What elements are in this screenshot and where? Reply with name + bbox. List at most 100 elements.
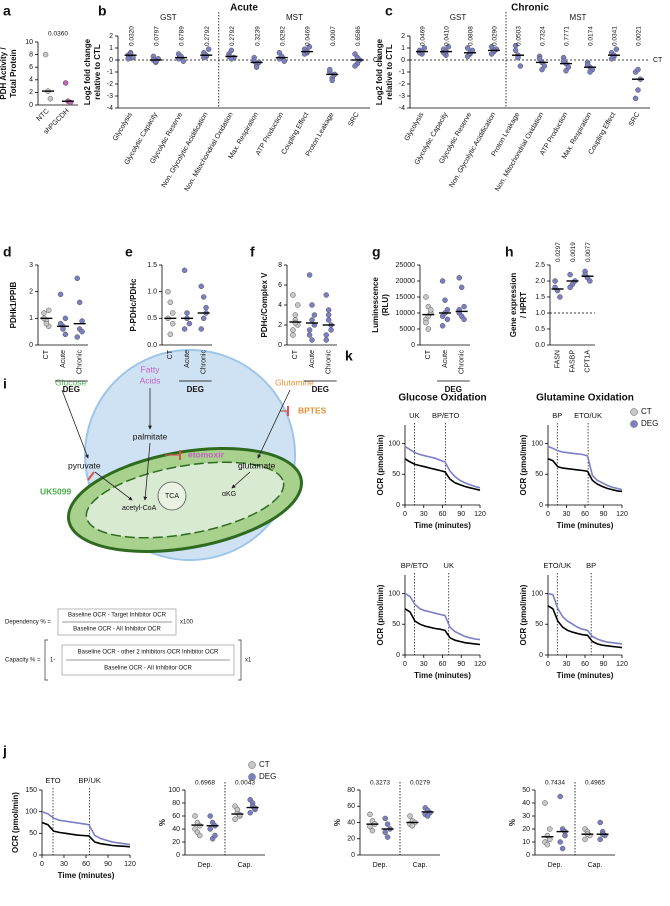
data-point (597, 819, 603, 826)
data-point (445, 44, 452, 50)
data-point (407, 813, 413, 819)
y-tick-label: 1.5 (147, 262, 157, 269)
group-label: GST (450, 13, 467, 22)
panel-letter: d (3, 244, 12, 260)
data-point (234, 806, 241, 813)
arrow (257, 389, 291, 459)
data-point (542, 800, 548, 806)
data-point (181, 326, 188, 332)
data-point (42, 51, 49, 58)
data-point (563, 68, 569, 74)
y-tick-label: 2.5 (535, 262, 545, 269)
x-tick-label: Dep. (548, 862, 563, 869)
data-point (197, 832, 203, 839)
x-tick-label: CPT1A (584, 350, 591, 373)
injection-label: UK (444, 561, 454, 570)
y-tick-label: 2 (278, 322, 282, 329)
y-tick-label: 6 (278, 282, 282, 289)
series-line (404, 458, 481, 491)
data-point (325, 312, 332, 318)
y-tick-label: 100 (388, 590, 400, 597)
x-tick-label: 60 (439, 511, 447, 518)
y-tick-label: 40 (347, 819, 355, 826)
x-tick-label: Non. Mitochondrial Oxidation (494, 111, 545, 192)
x-tick-label: Glycolysis (404, 111, 426, 142)
y-tick-label: 60 (347, 803, 355, 810)
x-tick-label: 30 (420, 511, 428, 518)
x-tick-label: CT (167, 349, 174, 359)
p-value: 0.6586 (355, 26, 362, 46)
p-value: 0.3239 (254, 26, 261, 46)
series-line (547, 605, 623, 649)
data-point (232, 816, 238, 822)
y-tick-label: 4 (278, 302, 282, 309)
y-axis-label: Log2 fold change (375, 38, 384, 105)
dependency-denominator: Baseline OCR - All Inhibitor OCR (73, 627, 161, 633)
y-tick-label: 100 (25, 809, 37, 816)
data-point (425, 326, 432, 332)
x-tick-label: Glycolysis (112, 111, 134, 142)
data-point (458, 284, 465, 291)
x-tick-label: 60 (439, 661, 447, 668)
data-point (207, 826, 213, 832)
data-point (247, 810, 253, 816)
data-point (76, 299, 83, 306)
x-axis-label: Time (minutes) (557, 671, 614, 680)
y-tick-label: 0 (401, 57, 405, 64)
data-point (180, 58, 187, 64)
y-axis-label: P-PDHc/PDHc (129, 278, 138, 331)
panel-letter: f (250, 244, 255, 260)
data-point (547, 826, 553, 832)
dependency-factor: x100 (180, 620, 194, 626)
dependency-numerator: Baseline OCR - Target Inhibitor OCR (68, 613, 167, 619)
data-point (253, 64, 260, 70)
p-value: 0.0341 (612, 26, 619, 46)
data-point (57, 320, 64, 327)
x-tick-label: 0 (403, 661, 407, 668)
data-point (464, 45, 471, 51)
x-tick-label: 120 (474, 661, 486, 668)
injection-label: ETO/UK (543, 561, 571, 570)
arrow (143, 442, 151, 501)
capacity-one-minus: 1- (50, 658, 55, 664)
series-line (547, 445, 623, 491)
series-line (547, 592, 623, 645)
y-tick-label: 0 (411, 342, 415, 349)
y-tick-label: 1.0 (535, 310, 545, 317)
data-point (582, 836, 588, 843)
injection-label: BP/ETO (432, 411, 460, 420)
y-axis-label: OCR (pmol/min) (376, 434, 385, 495)
data-point (207, 813, 213, 819)
injection-label: ETO/UK (574, 411, 602, 420)
y-tick-label: 0.0 (147, 342, 157, 349)
data-point (45, 307, 52, 314)
y-tick-label: 25000 (396, 262, 416, 269)
data-point (557, 793, 563, 800)
y-tick-label: 2 (401, 33, 405, 40)
data-point (369, 827, 376, 834)
data-point (62, 80, 69, 86)
series-line (547, 458, 623, 493)
data-point (547, 836, 553, 843)
x-axis-label: Time (minutes) (557, 521, 614, 530)
p-value: 0.7324 (540, 26, 547, 46)
etomoxir-label: etomoxir (188, 449, 225, 459)
data-point (352, 63, 358, 69)
y-tick-label: 15000 (396, 294, 416, 301)
data-point (456, 275, 463, 281)
palmitate-label: palmitate (133, 431, 168, 441)
series-line (41, 810, 131, 846)
y-tick-label: 50 (535, 471, 543, 478)
series-line (404, 608, 481, 646)
data-point (62, 315, 69, 322)
y-axis-label: / HPRT (519, 292, 528, 318)
y-tick-label: 100 (531, 590, 543, 597)
x-tick-label: 120 (616, 661, 628, 668)
data-point (384, 821, 391, 827)
data-point (292, 312, 299, 318)
y-axis-label: % (333, 819, 342, 826)
y-tick-label: 1 (109, 45, 113, 52)
p-value: 0.2792 (229, 26, 236, 46)
reference-label: CT (653, 57, 663, 64)
data-point (384, 834, 391, 840)
